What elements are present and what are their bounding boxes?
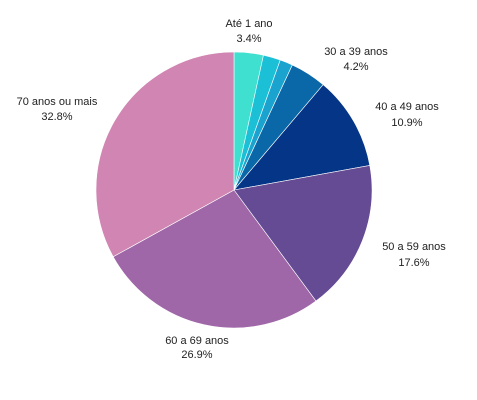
label-70-anos-ou-mais: 70 anos ou mais [17,96,98,108]
value-60-69-anos: 26.9% [181,349,212,361]
value-30-39-anos: 4.2% [343,61,368,73]
value-40-49-anos: 10.9% [391,117,422,129]
pie-slices [95,51,373,329]
pie-slice-5 [233,165,373,302]
value-50-59-anos: 17.6% [398,257,429,269]
pie-slice-7 [95,51,235,258]
label-60-69-anos: 60 a 69 anos [165,335,229,347]
value-70-anos-ou-mais: 32.8% [41,111,72,123]
slice-labels: Até 1 ano 3.4% 30 a 39 anos 4.2% 40 a 49… [17,18,447,361]
label-50-59-anos: 50 a 59 anos [382,241,446,253]
label-ate-1-ano: Até 1 ano [225,18,272,30]
label-30-39-anos: 30 a 39 anos [324,46,388,58]
pie-slice-4 [233,84,371,191]
value-ate-1-ano: 3.4% [236,33,261,45]
label-40-49-anos: 40 a 49 anos [375,101,439,113]
pie-slice-6 [112,189,317,329]
